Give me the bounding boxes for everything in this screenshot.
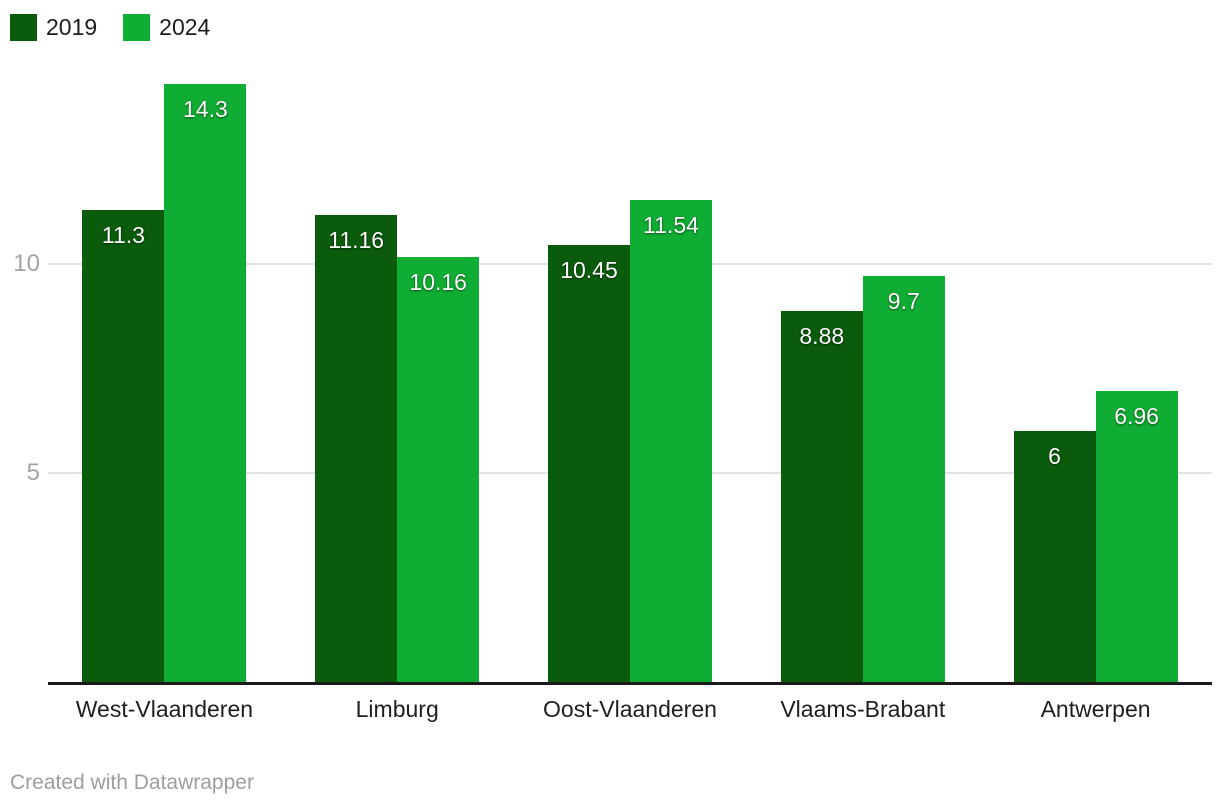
legend-swatch-2019: [10, 14, 37, 41]
y-tick-label-10: 10: [13, 249, 40, 277]
bar-West-Vlaanderen-2024: 14.3: [164, 84, 247, 682]
bar-group-Antwerpen: 6 6.96: [979, 62, 1212, 682]
legend-label-2019: 2019: [46, 14, 98, 40]
bar-Limburg-2019: 11.16: [315, 215, 398, 682]
value-label-West-Vlaanderen-2024: 14.3: [183, 96, 228, 123]
bars-layer: 11.3 14.3 11.16 10.16 10.45 11.54 8.88 9.7 6 6.96: [48, 62, 1212, 682]
bar-West-Vlaanderen-2019: 11.3: [82, 209, 165, 682]
value-label-Antwerpen-2024: 6.96: [1114, 403, 1159, 430]
legend-item-2024: 2024: [123, 14, 210, 41]
legend-swatch-2024: [123, 14, 151, 41]
bar-Vlaams-Brabant-2024: 9.7: [862, 276, 945, 682]
value-label-Limburg-2019: 11.16: [328, 227, 385, 254]
bar-Oost-Vlaanderen-2019: 10.45: [547, 245, 630, 682]
value-label-Antwerpen-2019: 6: [1048, 443, 1061, 470]
value-label-Limburg-2024: 10.16: [409, 269, 467, 296]
bar-group-West-Vlaanderen: 11.3 14.3: [48, 62, 281, 682]
x-axis-line: [48, 682, 1212, 685]
bar-Oost-Vlaanderen-2024: 11.54: [629, 199, 712, 682]
x-axis-label-Vlaams-Brabant: Vlaams-Brabant: [780, 696, 946, 722]
x-axis-label-West-Vlaanderen: West-Vlaanderen: [75, 696, 254, 722]
bar-Antwerpen-2019: 6: [1013, 431, 1096, 682]
attribution-text: Created with Datawrapper: [10, 771, 254, 794]
y-tick-label-5: 5: [26, 458, 40, 486]
value-label-West-Vlaanderen-2019: 11.3: [101, 221, 145, 248]
bar-Antwerpen-2024: 6.96: [1095, 391, 1178, 682]
bar-Vlaams-Brabant-2019: 8.88: [780, 310, 863, 682]
value-label-Vlaams-Brabant-2024: 9.7: [887, 288, 920, 315]
value-label-Vlaams-Brabant-2019: 8.88: [799, 322, 845, 349]
x-axis-label-Limburg: Limburg: [355, 696, 439, 722]
x-axis-labels: West-Vlaanderen Limburg Oost-Vlaanderen Vla…: [48, 696, 1212, 723]
x-axis-label-Antwerpen: Antwerpen: [1040, 696, 1151, 722]
bar-group-Vlaams-Brabant: 8.88 9.7: [746, 62, 979, 682]
legend-item-2019: 2019: [10, 14, 97, 41]
value-label-Oost-Vlaanderen-2019: 10.45: [560, 257, 618, 284]
plot-area: 5 10 11.3 14.3 11.16 10.16 10.45 11.54 8.88 9.7 6…: [13, 62, 1212, 682]
bar-Limburg-2024: 10.16: [397, 257, 480, 682]
legend: 2019 2024: [10, 14, 210, 41]
bar-group-Limburg: 11.16 10.16: [281, 62, 514, 682]
value-label-Oost-Vlaanderen-2024: 11.54: [643, 211, 699, 238]
x-axis-label-Oost-Vlaanderen: Oost-Vlaanderen: [543, 696, 717, 722]
bar-group-Oost-Vlaanderen: 10.45 11.54: [514, 62, 747, 682]
legend-label-2024: 2024: [159, 14, 211, 40]
